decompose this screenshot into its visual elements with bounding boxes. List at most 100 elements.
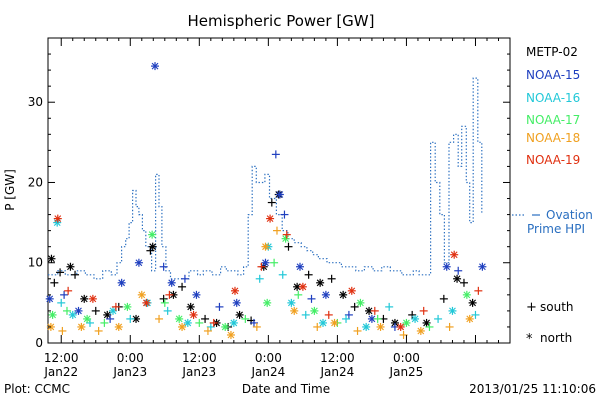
data-point-noaa-18-south bbox=[94, 326, 103, 335]
data-point-noaa-16-south bbox=[206, 322, 215, 331]
data-point-noaa-18-north bbox=[290, 306, 299, 315]
data-point-noaa-17-south bbox=[62, 306, 71, 315]
y-tick-label: 10 bbox=[28, 256, 43, 270]
data-point-noaa-19-south bbox=[165, 290, 174, 299]
data-point-noaa-15-south bbox=[249, 318, 258, 327]
data-point-noaa-16-north bbox=[183, 318, 192, 327]
data-point-noaa-15-south bbox=[60, 290, 69, 299]
legend-item-noaa-19: NOAA-19 bbox=[526, 153, 580, 167]
x-tick-label-time: 0:00 bbox=[117, 351, 144, 365]
data-point-noaa-17-south bbox=[100, 318, 109, 327]
data-point-noaa-16-south bbox=[385, 302, 394, 311]
data-point-noaa-18-south bbox=[445, 322, 454, 331]
data-point-noaa-17-south bbox=[425, 322, 434, 331]
data-point-noaa-16-north bbox=[287, 298, 296, 307]
ovation-prime-line bbox=[48, 77, 483, 280]
satellite-points bbox=[45, 62, 487, 339]
data-point-noaa-16-north bbox=[109, 306, 118, 315]
data-point-metp-02-north bbox=[422, 318, 431, 327]
data-point-noaa-17-north bbox=[310, 306, 319, 315]
data-point-noaa-16-south bbox=[86, 318, 94, 327]
legend-marker-south-symbol: + bbox=[526, 300, 537, 315]
data-point-noaa-18-north bbox=[330, 318, 339, 327]
data-point-metp-02-south bbox=[459, 278, 468, 287]
data-point-metp-02-south bbox=[201, 314, 210, 323]
data-point-metp-02-south bbox=[304, 270, 313, 279]
data-point-noaa-19-north bbox=[347, 286, 356, 295]
x-tick-label-date: Jan24 bbox=[320, 365, 355, 379]
data-point-noaa-19-north bbox=[189, 310, 198, 319]
data-point-noaa-18-north bbox=[376, 322, 385, 331]
y-axis-label: P [GW] bbox=[3, 169, 17, 211]
data-point-noaa-15-south bbox=[307, 294, 316, 303]
data-point-noaa-16-south bbox=[255, 274, 264, 283]
data-point-noaa-15-north bbox=[261, 258, 270, 267]
data-point-noaa-15-north bbox=[296, 262, 304, 271]
data-point-metp-02-south bbox=[267, 198, 276, 207]
data-point-noaa-19-south bbox=[209, 318, 218, 327]
data-point-noaa-17-south bbox=[270, 258, 279, 267]
data-point-metp-02-north bbox=[453, 274, 462, 283]
legend-marker-south-label: south bbox=[540, 300, 574, 314]
data-point-metp-02-south bbox=[439, 294, 448, 303]
data-point-noaa-15-north bbox=[74, 306, 83, 315]
data-point-noaa-19-south bbox=[282, 230, 291, 239]
data-point-noaa-15-south bbox=[159, 262, 168, 271]
data-point-noaa-18-south bbox=[252, 322, 261, 331]
data-point-noaa-15-south bbox=[271, 150, 280, 159]
data-point-noaa-16-south bbox=[342, 314, 351, 323]
data-point-noaa-18-north bbox=[178, 322, 187, 331]
data-point-noaa-15-south bbox=[454, 266, 463, 275]
legend-ovation-label-line2: Prime HPI bbox=[527, 222, 585, 236]
data-point-noaa-17-north bbox=[402, 318, 411, 327]
data-point-noaa-19-south bbox=[370, 306, 379, 315]
data-point-noaa-15-north bbox=[134, 258, 143, 267]
data-point-metp-02-south bbox=[178, 282, 187, 291]
data-point-metp-02-south bbox=[146, 246, 155, 255]
data-point-noaa-15-north bbox=[151, 62, 160, 71]
data-point-noaa-16-north bbox=[319, 318, 328, 327]
data-point-noaa-19-south bbox=[474, 286, 483, 295]
data-point-noaa-18-north bbox=[465, 314, 474, 323]
data-point-noaa-17-south bbox=[294, 290, 303, 299]
data-point-noaa-19-north bbox=[266, 214, 275, 223]
data-point-metp-02-north bbox=[186, 302, 195, 311]
x-tick-label-date: Jan23 bbox=[181, 365, 216, 379]
data-point-metp-02-north bbox=[66, 262, 75, 271]
x-tick-label-time: 12:00 bbox=[320, 351, 355, 365]
data-point-metp-02-south bbox=[50, 278, 59, 287]
data-point-noaa-15-north bbox=[478, 262, 487, 271]
x-tick-label-time: 12:00 bbox=[182, 351, 217, 365]
data-point-noaa-16-north bbox=[229, 318, 238, 327]
y-tick-label: 0 bbox=[35, 336, 43, 350]
data-point-noaa-15-north bbox=[192, 290, 201, 299]
data-point-noaa-18-south bbox=[399, 330, 408, 339]
data-point-noaa-19-north bbox=[53, 214, 62, 223]
data-point-noaa-17-south bbox=[373, 314, 382, 323]
data-point-metp-02-north bbox=[468, 298, 477, 307]
data-point-noaa-19-south bbox=[419, 306, 428, 315]
data-point-noaa-18-south bbox=[155, 314, 164, 323]
data-point-noaa-18-north bbox=[77, 322, 86, 331]
y-tick-label: 30 bbox=[28, 95, 43, 109]
data-point-noaa-17-north bbox=[48, 310, 57, 319]
data-point-noaa-18-south bbox=[272, 226, 281, 235]
data-point-noaa-15-north bbox=[167, 278, 176, 287]
data-point-noaa-15-south bbox=[344, 310, 353, 319]
x-axis-label: Date and Time bbox=[242, 382, 330, 396]
legend-ovation-label-line1: Ovation bbox=[546, 208, 593, 222]
data-point-metp-02-north bbox=[339, 290, 348, 299]
legend-item-noaa-17: NOAA-17 bbox=[526, 113, 580, 127]
data-point-noaa-16-north bbox=[362, 322, 371, 331]
data-point-noaa-19-north bbox=[298, 282, 307, 291]
data-point-noaa-18-north bbox=[137, 290, 146, 299]
x-tick-label-date: Jan23 bbox=[112, 365, 147, 379]
data-point-noaa-15-south bbox=[215, 302, 224, 311]
y-tick-label: 20 bbox=[28, 175, 43, 189]
legend-item-noaa-15: NOAA-15 bbox=[526, 68, 580, 82]
data-point-noaa-17-south bbox=[241, 314, 250, 323]
data-point-metp-02-south bbox=[159, 294, 168, 303]
data-point-noaa-19-south bbox=[64, 286, 73, 295]
data-point-noaa-17-north bbox=[356, 298, 365, 307]
data-point-metp-02-north bbox=[80, 294, 89, 303]
